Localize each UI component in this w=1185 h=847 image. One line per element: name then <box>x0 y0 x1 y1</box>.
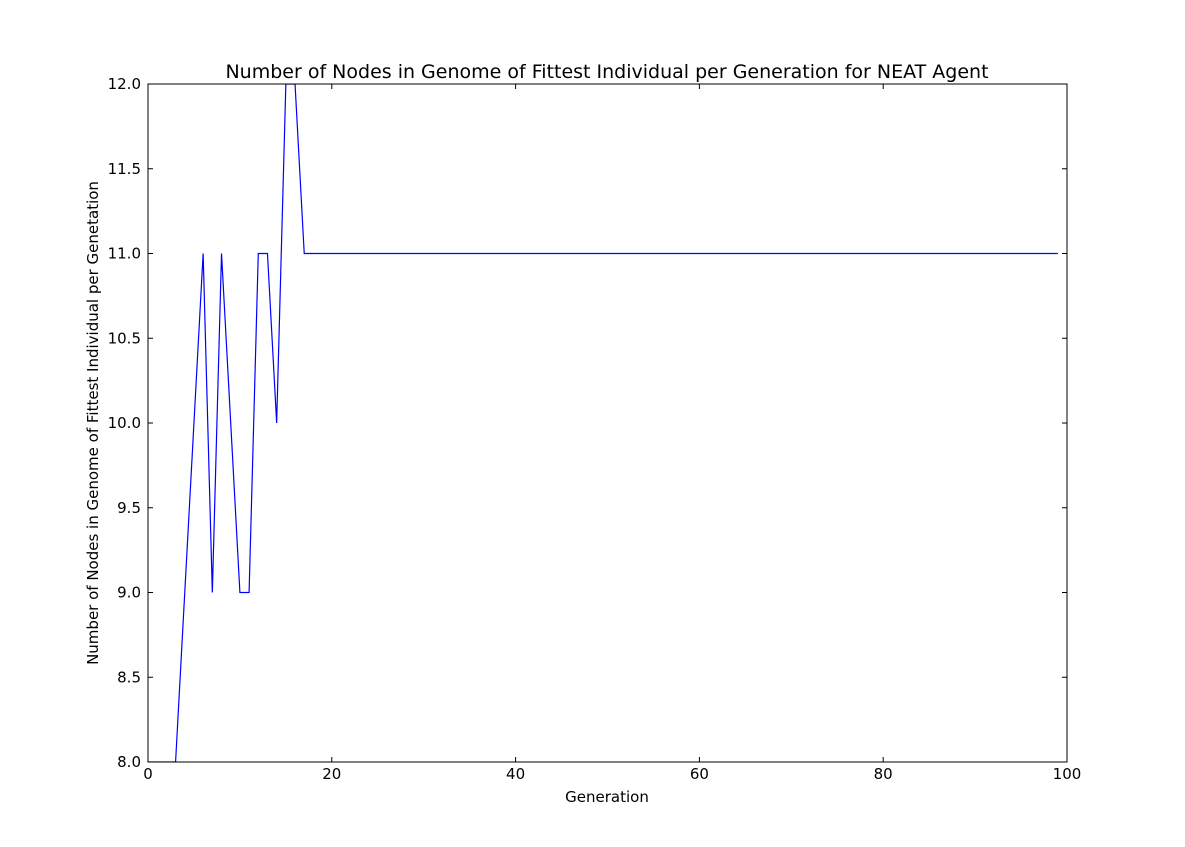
y-tick-labels: 8.0 8.5 9.0 9.5 10.0 10.5 11.0 11.5 12.0 <box>108 75 141 771</box>
x-axis-label: Generation <box>565 788 649 806</box>
plot-frame <box>147 83 1068 763</box>
x-tick-labels: 0 20 40 60 80 100 <box>143 765 1081 783</box>
y-tick-label: 11.5 <box>108 160 141 178</box>
x-tick-label: 100 <box>1053 765 1082 783</box>
x-tick-label: 80 <box>874 765 893 783</box>
x-tick-label: 60 <box>690 765 709 783</box>
y-tick-label: 9.0 <box>117 584 141 602</box>
y-tick-label: 8.5 <box>117 668 141 686</box>
axis-ticks <box>147 83 1068 763</box>
y-axis-label: Number of Nodes in Genome of Fittest Ind… <box>84 181 102 665</box>
series-line <box>148 84 1058 762</box>
y-tick-label: 9.5 <box>117 499 141 517</box>
y-tick-label: 11.0 <box>108 245 141 263</box>
x-tick-label: 20 <box>322 765 341 783</box>
x-tick-label: 0 <box>143 765 153 783</box>
y-tick-label: 8.0 <box>117 753 141 771</box>
y-tick-label: 10.5 <box>108 329 141 347</box>
y-tick-label: 10.0 <box>108 414 141 432</box>
series-layer <box>148 84 1058 762</box>
chart-title: Number of Nodes in Genome of Fittest Ind… <box>225 61 988 83</box>
x-tick-label: 40 <box>506 765 525 783</box>
y-tick-label: 12.0 <box>108 75 141 93</box>
